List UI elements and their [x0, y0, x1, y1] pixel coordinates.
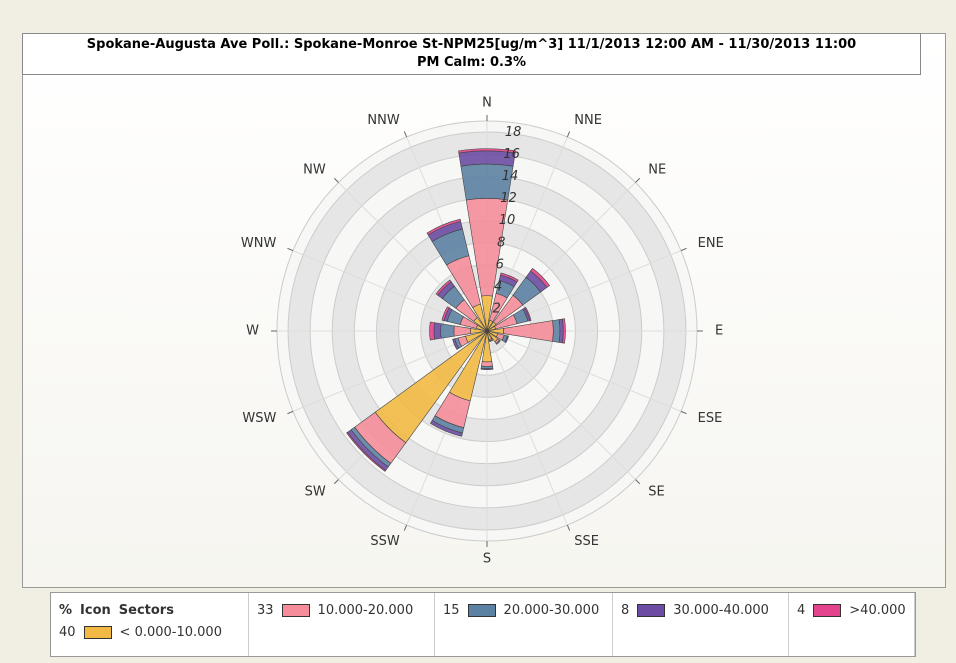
wedge-segment [504, 335, 509, 343]
spoke-tick [287, 247, 294, 252]
legend-swatch [83, 625, 112, 639]
wedge-segment [435, 279, 452, 296]
direction-label: E [715, 324, 723, 339]
legend-label: < 0.000-10.000 [119, 624, 222, 640]
direction-label: S [483, 552, 491, 567]
wedge-segment [452, 338, 460, 350]
spoke-tick [403, 524, 408, 531]
r-tick-label: 6 [496, 257, 504, 272]
legend-header: % Icon Sectors [59, 599, 240, 621]
r-tick-label: 8 [497, 235, 505, 250]
r-tick-label: 10 [499, 213, 516, 228]
legend: % Icon Sectors 40 < 0.000-10.000 33 10.000-20.… [50, 592, 916, 657]
wedge-segment [429, 420, 463, 437]
legend-column: 33 10.000-20.000 [249, 593, 435, 656]
legend-header-cell: Icon [80, 602, 111, 618]
legend-label: 30.000-40.000 [673, 602, 769, 618]
wedge-segment [552, 319, 561, 343]
direction-label: NW [303, 162, 326, 177]
legend-swatch [467, 603, 496, 617]
wedge-segment [488, 339, 494, 343]
legend-column: % Icon Sectors 40 < 0.000-10.000 [51, 593, 249, 656]
direction-label: WNW [241, 236, 277, 251]
spoke-tick [635, 479, 641, 485]
spoke-tick [680, 410, 687, 415]
wedge-segment [524, 306, 532, 322]
legend-label: >40.000 [849, 602, 906, 618]
r-tick-label: 2 [493, 301, 501, 316]
spoke [486, 330, 636, 480]
r-tick-label: 18 [505, 125, 522, 140]
spoke [486, 330, 682, 412]
legend-item: 33 10.000-20.000 [257, 599, 426, 621]
direction-label: W [246, 324, 259, 339]
r-tick-label: 12 [500, 191, 517, 206]
direction-label: SSE [574, 534, 599, 549]
wedge-segment [458, 148, 516, 154]
legend-percent: 4 [797, 602, 806, 618]
r-tick-label: 16 [503, 147, 520, 162]
legend-label: 20.000-30.000 [503, 602, 600, 618]
spoke-tick [635, 177, 641, 183]
legend-swatch [637, 603, 666, 617]
legend-header-cell: Sectors [118, 602, 174, 618]
wedge-segment [441, 306, 450, 322]
direction-label: ENE [698, 236, 724, 251]
legend-percent: 15 [443, 602, 460, 618]
legend-header-cell: % [59, 602, 73, 618]
direction-label: NNE [574, 113, 602, 128]
wedge-segment [561, 318, 566, 344]
spoke-tick [287, 410, 294, 415]
wedge-segment [429, 321, 435, 341]
wedge-segment [440, 323, 455, 339]
direction-label: N [482, 96, 492, 111]
legend-item: 4 >40.000 [797, 599, 906, 621]
direction-label: NE [648, 162, 666, 177]
legend-percent: 8 [621, 602, 630, 618]
spoke-tick [680, 247, 687, 252]
r-tick-label: 4 [494, 279, 502, 294]
direction-label: SE [648, 485, 664, 500]
spoke-tick [333, 177, 339, 183]
direction-label: WSW [242, 411, 276, 426]
legend-item: 40 < 0.000-10.000 [59, 621, 240, 643]
legend-swatch [813, 603, 842, 617]
spoke-tick [403, 131, 408, 138]
legend-item: 8 30.000-40.000 [621, 599, 780, 621]
direction-label: SW [305, 485, 326, 500]
chart-subtitle: PM Calm: 0.3% [416, 55, 527, 70]
spoke-tick [333, 479, 339, 485]
legend-percent: 33 [257, 602, 274, 618]
spoke-tick [566, 524, 571, 531]
spoke [486, 330, 568, 526]
wedge-segment [480, 367, 494, 370]
legend-label: 10.000-20.000 [317, 602, 414, 618]
wedge-segment [346, 431, 387, 472]
legend-swatch [281, 603, 310, 617]
direction-label: SSW [370, 534, 400, 549]
wedge-segment [530, 267, 551, 288]
wedge-segment [426, 218, 462, 236]
legend-percent: 40 [59, 624, 76, 640]
r-tick-label: 14 [502, 169, 519, 184]
legend-column: 15 20.000-30.000 [435, 593, 613, 656]
wedge-segment [495, 339, 501, 345]
wedge-segment [500, 272, 519, 283]
legend-column: 8 30.000-40.000 [613, 593, 789, 656]
legend-item: 15 20.000-30.000 [443, 599, 604, 621]
wedge-segment [481, 361, 493, 367]
title-box: Spokane-Augusta Ave Poll.: Spokane-Monro… [22, 33, 921, 75]
chart-title: Spokane-Augusta Ave Poll.: Spokane-Monro… [86, 37, 857, 52]
direction-label: ESE [698, 411, 723, 426]
wedge-segment [433, 322, 442, 340]
spoke-tick [566, 131, 571, 138]
legend-column: 4 >40.000 [789, 593, 915, 656]
direction-label: NNW [367, 113, 399, 128]
